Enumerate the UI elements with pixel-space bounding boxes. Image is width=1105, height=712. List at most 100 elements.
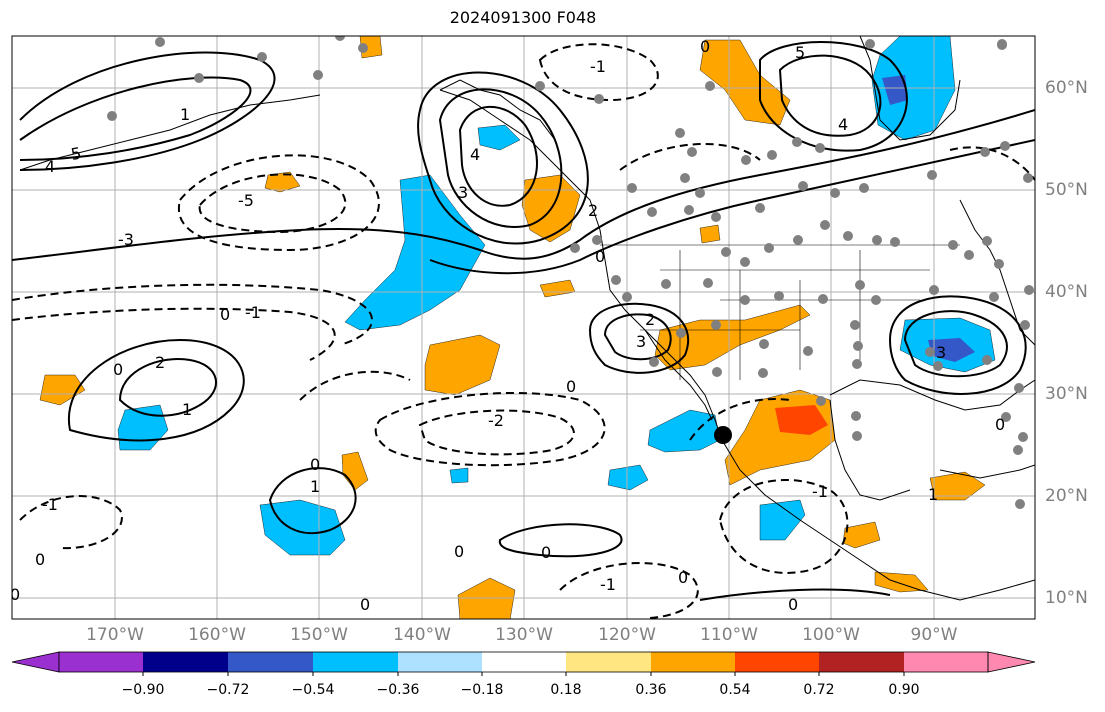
contour-label: 0 <box>595 247 605 266</box>
contour-alaska-high-3 <box>458 105 538 207</box>
contour-label: 0 <box>788 595 798 614</box>
contour-label: 5 <box>795 43 805 62</box>
contour-neg-12 <box>949 146 1035 181</box>
contour-east-low <box>888 295 1027 395</box>
contour-label: 3 <box>458 183 468 202</box>
lon-label: 140°W <box>393 625 451 645</box>
contour-label: 5 <box>69 143 82 163</box>
contour-neg-2 <box>198 173 347 234</box>
contour-label: 0 <box>113 360 123 379</box>
contour-south-zero <box>498 523 623 558</box>
contour-south-zero-2 <box>699 588 891 601</box>
contour-alaska-high-2 <box>438 88 563 228</box>
colorbar-tick-label: 0.54 <box>719 682 751 698</box>
colorbar-tick-label: 0.36 <box>635 682 667 698</box>
coast-north-america <box>439 89 1035 601</box>
contour-label: -1 <box>42 495 58 514</box>
colorbar-tick-label: −0.72 <box>206 682 250 698</box>
lat-label: 60°N <box>1045 78 1088 98</box>
contour-label: 0 <box>220 305 230 324</box>
blue-region-baja <box>647 409 721 453</box>
contour-neg-5 <box>374 391 606 467</box>
lon-label: 100°W <box>802 625 860 645</box>
contour-label: -1 <box>812 482 828 501</box>
orange-region-small-3 <box>699 224 721 244</box>
contour-neg-8 <box>559 562 699 619</box>
contour-baja-low-2 <box>603 313 672 361</box>
contour-label: -2 <box>488 411 504 430</box>
contour-west-low-2 <box>19 76 252 161</box>
contour-label: 4 <box>470 145 480 164</box>
lat-label: 50°N <box>1045 180 1088 200</box>
coast-gulf <box>829 379 1035 411</box>
solid-contours <box>12 41 1035 601</box>
blue-region-hawaii <box>259 499 346 556</box>
contour-label: 3 <box>636 332 646 351</box>
blue-region-alaska <box>477 124 521 151</box>
contour-label: 2 <box>155 353 165 372</box>
orange-region-mexico-core <box>775 405 828 435</box>
contour-label: 4 <box>838 115 848 134</box>
blue-region-small-3 <box>449 467 469 484</box>
lat-label: 10°N <box>1045 588 1088 608</box>
lon-label: 90°W <box>910 625 958 645</box>
contour-neg-11 <box>619 143 761 171</box>
contour-label: 0 <box>541 543 551 562</box>
contour-label: 0 <box>360 595 370 614</box>
colorbar-tick-label: −0.18 <box>460 682 504 698</box>
contour-label: 0 <box>454 542 464 561</box>
contour-neg-9 <box>19 495 123 550</box>
contour-neg-4 <box>12 307 336 361</box>
contour-hawaii-low <box>268 467 357 535</box>
lon-label: 160°W <box>188 625 246 645</box>
contour-label: -3 <box>118 230 134 249</box>
contour-label: 0 <box>566 377 576 396</box>
contour-label: 1 <box>182 400 192 419</box>
contour-label: 0 <box>700 37 710 56</box>
location-marker <box>714 426 732 444</box>
map-frame <box>11 35 1036 620</box>
contour-west-low <box>19 51 276 171</box>
contour-hudson-high-2 <box>778 54 882 137</box>
contour-label: 1 <box>180 105 190 124</box>
orange-region-small-1 <box>264 171 301 193</box>
lon-label: 110°W <box>700 625 758 645</box>
contour-neg-10 <box>538 43 659 102</box>
contour-label: 4 <box>45 157 55 176</box>
contour-label: 3 <box>936 343 946 362</box>
blue-region-east-core <box>928 338 975 362</box>
coast-aleutians <box>19 94 321 171</box>
lon-label: 170°W <box>86 625 144 645</box>
contour-jet-2 <box>429 139 1035 275</box>
contour-label: 0 <box>678 568 688 587</box>
orange-region-carib-2 <box>874 571 929 593</box>
contour-mid-high <box>67 338 245 442</box>
coast-caribbean <box>939 464 1035 479</box>
contour-neg-13 <box>299 370 411 401</box>
contour-neg-7 <box>718 479 849 574</box>
orange-region-mid <box>424 334 501 396</box>
dashed-contours <box>12 43 1035 619</box>
lat-label: 20°N <box>1045 486 1088 506</box>
contour-alaska-high <box>417 71 589 245</box>
contour-east-low-2 <box>903 310 1008 378</box>
contour-label: 1 <box>928 485 938 504</box>
blue-region-hudson-core <box>882 75 908 105</box>
contour-label: 1 <box>310 477 320 496</box>
colorbar-tick-label: −0.36 <box>376 682 420 698</box>
station-dots <box>107 36 1034 509</box>
coast-baja <box>644 329 713 421</box>
contour-label: 0 <box>35 550 45 569</box>
contour-label: -1 <box>600 575 616 594</box>
colorbar-tick-label: 0.18 <box>550 682 582 698</box>
coast-east-us <box>959 199 1035 346</box>
contour-baja-low <box>588 302 690 374</box>
map-title: 2024091300 F048 <box>449 8 597 27</box>
lat-label: 40°N <box>1045 282 1088 302</box>
contour-label: 0 <box>10 585 20 604</box>
colorbar-tick-label: 0.90 <box>888 682 920 698</box>
contour-jet-1 <box>12 109 1035 261</box>
contour-label: 0 <box>310 455 320 474</box>
coast-alaska <box>439 79 556 141</box>
